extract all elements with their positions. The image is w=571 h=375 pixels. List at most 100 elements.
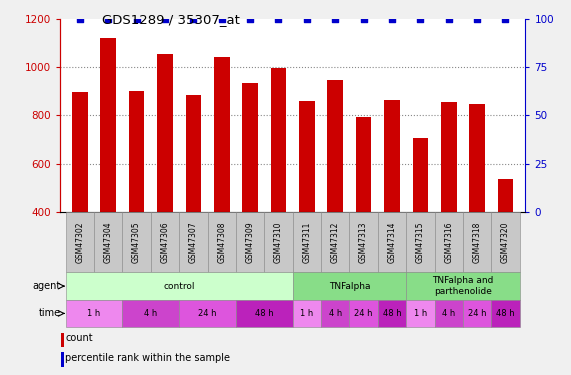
Bar (321, 300, 349, 327)
Text: GDS1289 / 35307_at: GDS1289 / 35307_at (102, 13, 240, 26)
Point (132, 16, 141, 22)
Text: GSM47309: GSM47309 (246, 221, 255, 263)
Bar (378, 300, 406, 327)
Point (274, 16, 283, 22)
Bar (129, 91, 144, 212)
Point (473, 16, 482, 22)
Bar (491, 300, 520, 327)
Text: GSM47305: GSM47305 (132, 221, 141, 263)
Text: 48 h: 48 h (383, 309, 401, 318)
Text: 48 h: 48 h (496, 309, 515, 318)
Bar (66, 212, 94, 272)
Bar (271, 68, 286, 212)
Bar (327, 80, 343, 212)
Point (160, 16, 170, 22)
Text: TNFalpha: TNFalpha (329, 282, 370, 291)
Point (331, 16, 340, 22)
Bar (61, 352, 64, 367)
Bar (384, 100, 400, 212)
Bar (236, 212, 264, 272)
Bar (264, 212, 292, 272)
Bar (406, 212, 435, 272)
Bar (412, 138, 428, 212)
Text: GSM47316: GSM47316 (444, 221, 453, 263)
Bar (463, 300, 491, 327)
Point (416, 16, 425, 22)
Point (387, 16, 396, 22)
Text: 1 h: 1 h (87, 309, 100, 318)
Point (302, 16, 311, 22)
Bar (498, 179, 513, 212)
Bar (321, 212, 349, 272)
Text: 4 h: 4 h (442, 309, 455, 318)
Bar (349, 212, 378, 272)
Bar (406, 300, 435, 327)
Text: time: time (38, 308, 61, 318)
Text: GSM47312: GSM47312 (331, 221, 340, 263)
Text: 4 h: 4 h (328, 309, 342, 318)
Text: agent: agent (33, 281, 61, 291)
Point (444, 16, 453, 22)
Text: 1 h: 1 h (414, 309, 427, 318)
Bar (491, 212, 520, 272)
Text: TNFalpha and
parthenolide: TNFalpha and parthenolide (432, 276, 493, 296)
Bar (157, 54, 173, 212)
Bar (406, 272, 520, 300)
Text: GSM47302: GSM47302 (75, 221, 85, 263)
Bar (66, 272, 292, 300)
Bar (179, 300, 236, 327)
Point (189, 16, 198, 22)
Bar (242, 83, 258, 212)
Text: 48 h: 48 h (255, 309, 274, 318)
Text: GSM47313: GSM47313 (359, 221, 368, 263)
Text: GSM47320: GSM47320 (501, 221, 510, 263)
Bar (441, 102, 456, 212)
Text: 4 h: 4 h (144, 309, 158, 318)
Point (103, 16, 112, 22)
Bar (100, 38, 116, 212)
Point (75, 16, 85, 22)
Bar (378, 212, 406, 272)
Bar (435, 300, 463, 327)
Bar (214, 57, 230, 212)
Text: GSM47315: GSM47315 (416, 221, 425, 263)
Point (501, 16, 510, 22)
Text: GSM47304: GSM47304 (104, 221, 112, 263)
Text: 1 h: 1 h (300, 309, 313, 318)
Bar (94, 212, 122, 272)
Text: 24 h: 24 h (468, 309, 486, 318)
Text: GSM47314: GSM47314 (388, 221, 396, 263)
Bar (72, 92, 87, 212)
Bar (151, 212, 179, 272)
Text: percentile rank within the sample: percentile rank within the sample (65, 353, 230, 363)
Bar (207, 212, 236, 272)
Text: GSM47311: GSM47311 (302, 221, 311, 263)
Text: GSM47307: GSM47307 (189, 221, 198, 263)
Bar (299, 101, 315, 212)
Bar (356, 117, 371, 212)
Point (217, 16, 226, 22)
Point (359, 16, 368, 22)
Point (246, 16, 255, 22)
Text: GSM47306: GSM47306 (160, 221, 170, 263)
Bar (463, 212, 491, 272)
Bar (61, 333, 64, 347)
Text: count: count (65, 333, 93, 343)
Bar (179, 212, 207, 272)
Bar (435, 212, 463, 272)
Bar (122, 212, 151, 272)
Bar (469, 105, 485, 212)
Text: GSM47308: GSM47308 (217, 221, 226, 263)
Bar (66, 300, 122, 327)
Bar (349, 300, 378, 327)
Bar (122, 300, 179, 327)
Text: control: control (163, 282, 195, 291)
Bar (186, 95, 201, 212)
Bar (292, 272, 406, 300)
Text: GSM47318: GSM47318 (473, 221, 481, 263)
Text: 24 h: 24 h (198, 309, 217, 318)
Text: GSM47310: GSM47310 (274, 221, 283, 263)
Bar (292, 300, 321, 327)
Text: 24 h: 24 h (355, 309, 373, 318)
Bar (292, 212, 321, 272)
